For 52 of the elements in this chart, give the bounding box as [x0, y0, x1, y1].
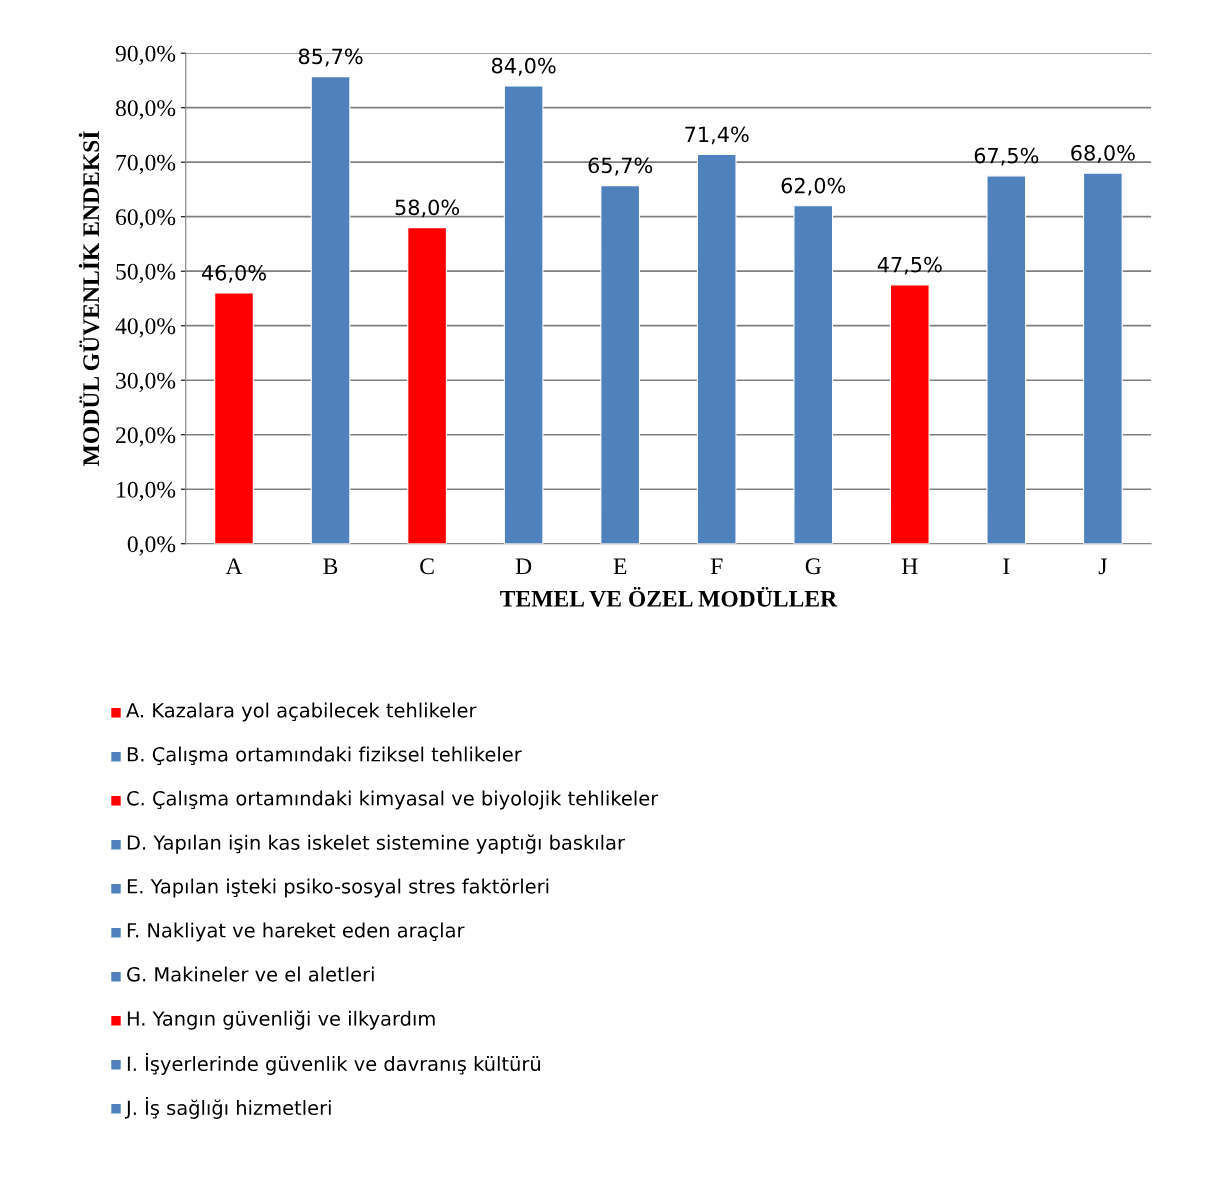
- x-tick-label: I: [1003, 558, 1010, 574]
- y-axis-title: MODÜL GÜVENLİK ENDEKSİ: [78, 131, 100, 466]
- bar: [889, 284, 930, 544]
- bar: [986, 175, 1027, 544]
- x-tick-label: F: [710, 558, 723, 574]
- bar: [696, 154, 737, 544]
- y-tick-label: 0,0%: [127, 536, 176, 556]
- bar: [793, 205, 834, 544]
- bar: [407, 227, 447, 544]
- x-tick-label: A: [225, 558, 243, 574]
- y-tick-label: 80,0%: [115, 100, 176, 120]
- text: I. İşyerlerinde güvenlik ve davranış kültürü: [127, 1053, 540, 1075]
- y-tick-label: 60,0%: [116, 209, 176, 229]
- x-tick-label: J: [1098, 558, 1107, 575]
- y-tick-label: 40,0%: [115, 318, 176, 338]
- data-label: 58,0%: [395, 199, 460, 218]
- y-tick-label: 50,0%: [116, 263, 176, 284]
- y-tick-label: 90,0%: [115, 45, 176, 66]
- bar: [1082, 172, 1123, 544]
- data-label: 68,0%: [1071, 144, 1135, 163]
- bar: [503, 85, 544, 544]
- x-tick-label: D: [515, 558, 532, 575]
- data-label: 65,7%: [588, 157, 653, 176]
- x-tick-label: E: [613, 558, 627, 574]
- y-tick-label: 10,0%: [117, 481, 176, 502]
- text: G. Makineler ve el aletleri: [127, 966, 374, 982]
- x-tick-label: C: [420, 558, 434, 575]
- bar: [214, 292, 254, 544]
- x-tick-label: H: [901, 558, 918, 574]
- data-label: 84,0%: [491, 57, 556, 76]
- x-axis-title: TEMEL VE ÖZEL MODÜLLER: [500, 586, 838, 607]
- text: C. Çalışma ortamındaki kimyasal ve biyolojik tehlikeler: [127, 790, 659, 810]
- y-tick-label: 20,0%: [116, 427, 176, 447]
- x-tick-label: G: [805, 558, 822, 575]
- data-label: 47,5%: [877, 256, 942, 275]
- data-label: 71,4%: [685, 126, 749, 145]
- text: J. İş sağlığı hizmetleri: [124, 1097, 331, 1119]
- x-tick-label: B: [323, 558, 338, 575]
- data-label: 67,5%: [974, 147, 1039, 166]
- data-label: 85,7%: [298, 48, 363, 67]
- text: E. Yapılan işteki psiko-sosyal stres faktörleri: [127, 878, 549, 898]
- y-tick-label: 70,0%: [116, 154, 176, 175]
- data-label: 46,0%: [201, 264, 266, 283]
- text: H. Yangın güvenliği ve ilkyardım: [127, 1010, 435, 1030]
- text: A. Kazalara yol açabilecek tehlikeler: [126, 702, 477, 722]
- text: B. Çalışma ortamındaki fiziksel tehlikeler: [127, 746, 522, 766]
- bar: [310, 76, 351, 544]
- y-tick-label: 30,0%: [116, 372, 176, 393]
- text: D. Yapılan işin kas iskelet sistemine yaptığı baskılar: [127, 834, 625, 854]
- data-label: 62,0%: [781, 177, 846, 196]
- bar: [600, 185, 641, 544]
- text: F. Nakliyat ve hareket eden araçlar: [127, 922, 465, 942]
